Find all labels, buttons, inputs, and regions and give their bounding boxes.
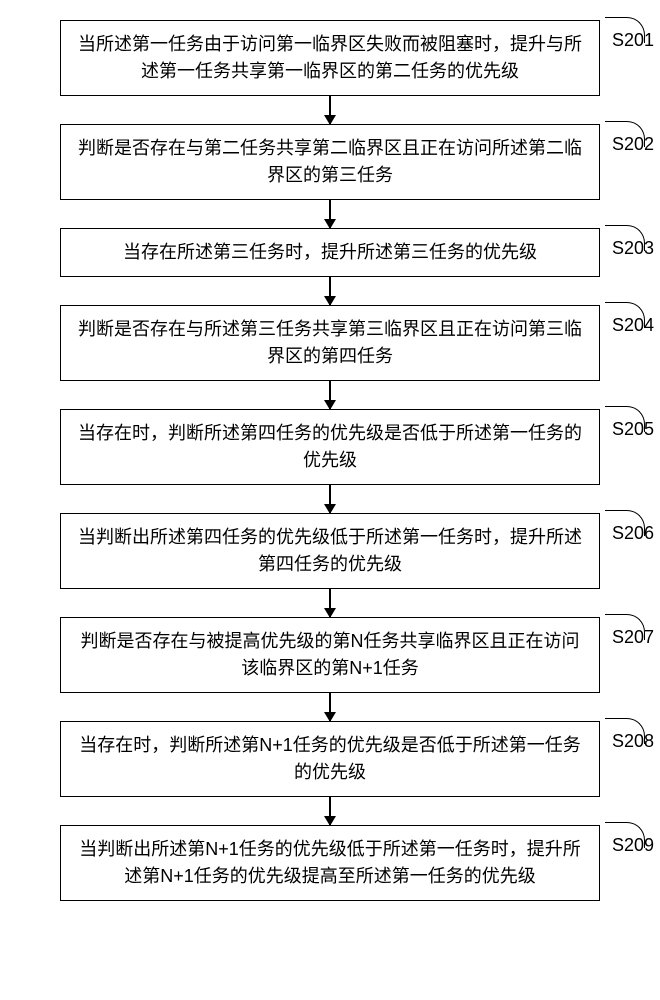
step-label: S206: [612, 520, 654, 547]
step-label: S205: [612, 416, 654, 443]
step-label: S202: [612, 131, 654, 158]
arrow: [329, 797, 331, 825]
step-s203: S203 当存在所述第三任务时，提升所述第三任务的优先级: [60, 228, 600, 277]
step-label: S209: [612, 832, 654, 859]
step-s202: S202 判断是否存在与第二任务共享第二临界区且正在访问所述第二临界区的第三任务: [60, 124, 600, 200]
arrow: [329, 200, 331, 228]
step-label: S208: [612, 728, 654, 755]
step-s207: S207 判断是否存在与被提高优先级的第N任务共享临界区且正在访问该临界区的第N…: [60, 617, 600, 693]
arrow: [329, 693, 331, 721]
step-label: S207: [612, 624, 654, 651]
step-label: S204: [612, 312, 654, 339]
step-text: 判断是否存在与所述第三任务共享第三临界区且正在访问第三临界区的第四任务: [78, 319, 582, 366]
arrow: [329, 96, 331, 124]
arrow: [329, 485, 331, 513]
step-s204: S204 判断是否存在与所述第三任务共享第三临界区且正在访问第三临界区的第四任务: [60, 305, 600, 381]
step-label: S203: [612, 235, 654, 262]
step-text: 判断是否存在与第二任务共享第二临界区且正在访问所述第二临界区的第三任务: [78, 138, 582, 185]
step-label: S201: [612, 27, 654, 54]
arrow: [329, 589, 331, 617]
step-text: 当所述第一任务由于访问第一临界区失败而被阻塞时，提升与所述第一任务共享第一临界区…: [78, 34, 582, 81]
arrow: [329, 381, 331, 409]
arrow: [329, 277, 331, 305]
step-text: 当存在时，判断所述第四任务的优先级是否低于所述第一任务的优先级: [78, 423, 582, 470]
step-s209: S209 当判断出所述第N+1任务的优先级低于所述第一任务时，提升所述第N+1任…: [60, 825, 600, 901]
step-s208: S208 当存在时，判断所述第N+1任务的优先级是否低于所述第一任务的优先级: [60, 721, 600, 797]
step-s201: S201 当所述第一任务由于访问第一临界区失败而被阻塞时，提升与所述第一任务共享…: [60, 20, 600, 96]
flowchart-container: S201 当所述第一任务由于访问第一临界区失败而被阻塞时，提升与所述第一任务共享…: [60, 20, 600, 901]
step-text: 判断是否存在与被提高优先级的第N任务共享临界区且正在访问该临界区的第N+1任务: [81, 631, 580, 678]
step-text: 当判断出所述第N+1任务的优先级低于所述第一任务时，提升所述第N+1任务的优先级…: [79, 839, 581, 886]
step-text: 当判断出所述第四任务的优先级低于所述第一任务时，提升所述第四任务的优先级: [78, 527, 582, 574]
step-s205: S205 当存在时，判断所述第四任务的优先级是否低于所述第一任务的优先级: [60, 409, 600, 485]
step-s206: S206 当判断出所述第四任务的优先级低于所述第一任务时，提升所述第四任务的优先…: [60, 513, 600, 589]
step-text: 当存在时，判断所述第N+1任务的优先级是否低于所述第一任务的优先级: [79, 735, 581, 782]
step-text: 当存在所述第三任务时，提升所述第三任务的优先级: [123, 242, 537, 262]
